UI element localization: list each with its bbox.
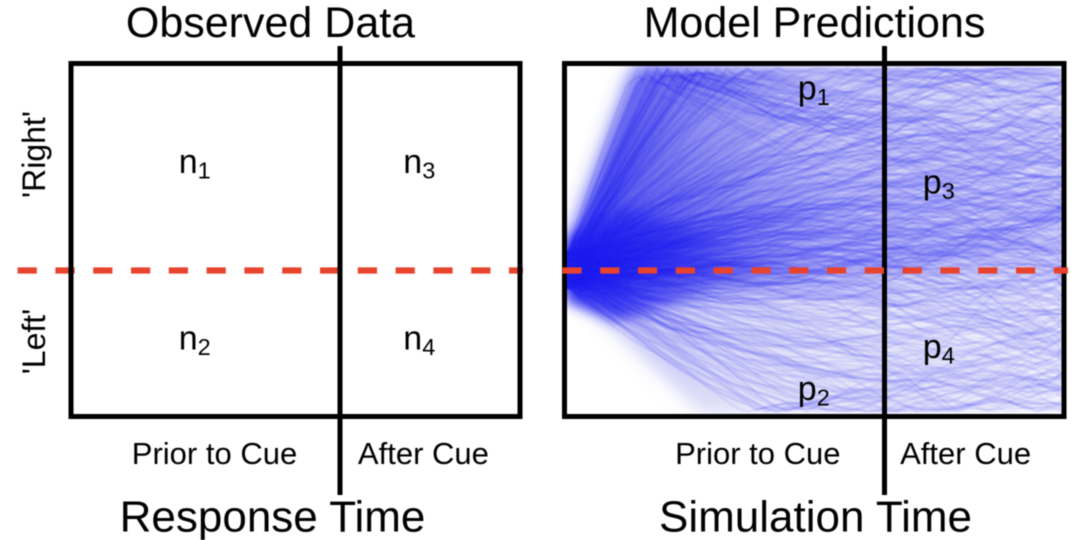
svg-text:After Cue: After Cue xyxy=(358,436,489,471)
svg-text:Prior to Cue: Prior to Cue xyxy=(675,436,840,471)
svg-text:'Left': 'Left' xyxy=(16,309,52,375)
svg-text:After Cue: After Cue xyxy=(900,436,1031,471)
svg-text:'Right': 'Right' xyxy=(16,111,52,198)
svg-text:Simulation Time: Simulation Time xyxy=(659,493,972,540)
svg-text:Response Time: Response Time xyxy=(120,493,426,540)
svg-text:Prior to Cue: Prior to Cue xyxy=(132,436,297,471)
svg-text:Model Predictions: Model Predictions xyxy=(644,0,986,47)
svg-text:Observed Data: Observed Data xyxy=(126,0,415,47)
